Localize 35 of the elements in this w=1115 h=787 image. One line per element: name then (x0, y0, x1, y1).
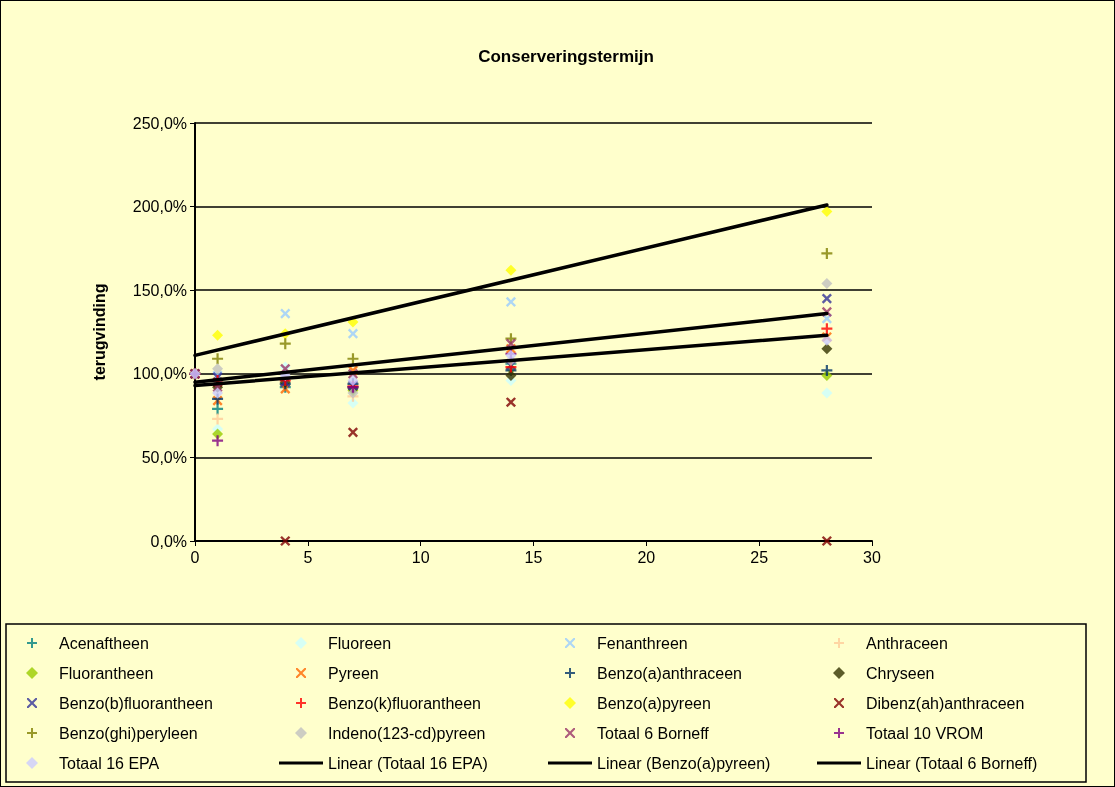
legend-label: Dibenz(ah)anthraceen (866, 694, 1025, 712)
x-tick-label: 10 (411, 548, 430, 566)
legend-label: Benzo(a)anthraceen (597, 664, 742, 682)
y-tick-label: 150,0% (132, 281, 187, 299)
legend-label: Fluorantheen (59, 664, 154, 682)
y-tick-label: 0,0% (150, 532, 187, 550)
legend-label: Benzo(k)fluorantheen (328, 694, 481, 712)
legend-label: Linear (Benzo(a)pyreen) (597, 754, 771, 772)
legend-label: Benzo(a)pyreen (597, 694, 711, 712)
legend-label: Indeno(123-cd)pyreen (328, 724, 486, 742)
y-tick-label: 250,0% (132, 114, 187, 132)
x-tick-label: 25 (750, 548, 769, 566)
x-tick-label: 20 (637, 548, 656, 566)
x-tick-label: 30 (863, 548, 881, 566)
y-tick-label: 200,0% (132, 198, 187, 216)
legend-label: Acenaftheen (59, 634, 149, 652)
y-tick-label: 100,0% (132, 365, 187, 383)
legend-label: Benzo(ghi)peryleen (59, 724, 198, 742)
legend-label: Chryseen (866, 664, 935, 682)
legend-label: Fenanthreen (597, 634, 688, 652)
y-axis-title: terugvinding (90, 283, 108, 381)
legend-label: Benzo(b)fluorantheen (59, 694, 213, 712)
legend-label: Linear (Totaal 16 EPA) (328, 754, 488, 772)
chart-title: Conserveringstermijn (478, 47, 654, 66)
legend-label: Fluoreen (328, 634, 392, 652)
legend-label: Pyreen (328, 664, 379, 682)
x-tick-label: 5 (303, 548, 313, 566)
x-tick-label: 15 (524, 548, 543, 566)
y-tick-label: 50,0% (141, 448, 187, 466)
x-tick-label: 0 (190, 548, 200, 566)
legend-label: Totaal 16 EPA (59, 754, 160, 772)
legend-label: Totaal 6 Borneff (597, 724, 710, 742)
legend-label: Anthraceen (866, 634, 948, 652)
legend-label: Totaal 10 VROM (866, 724, 984, 742)
legend-label: Linear (Totaal 6 Borneff) (866, 754, 1038, 772)
